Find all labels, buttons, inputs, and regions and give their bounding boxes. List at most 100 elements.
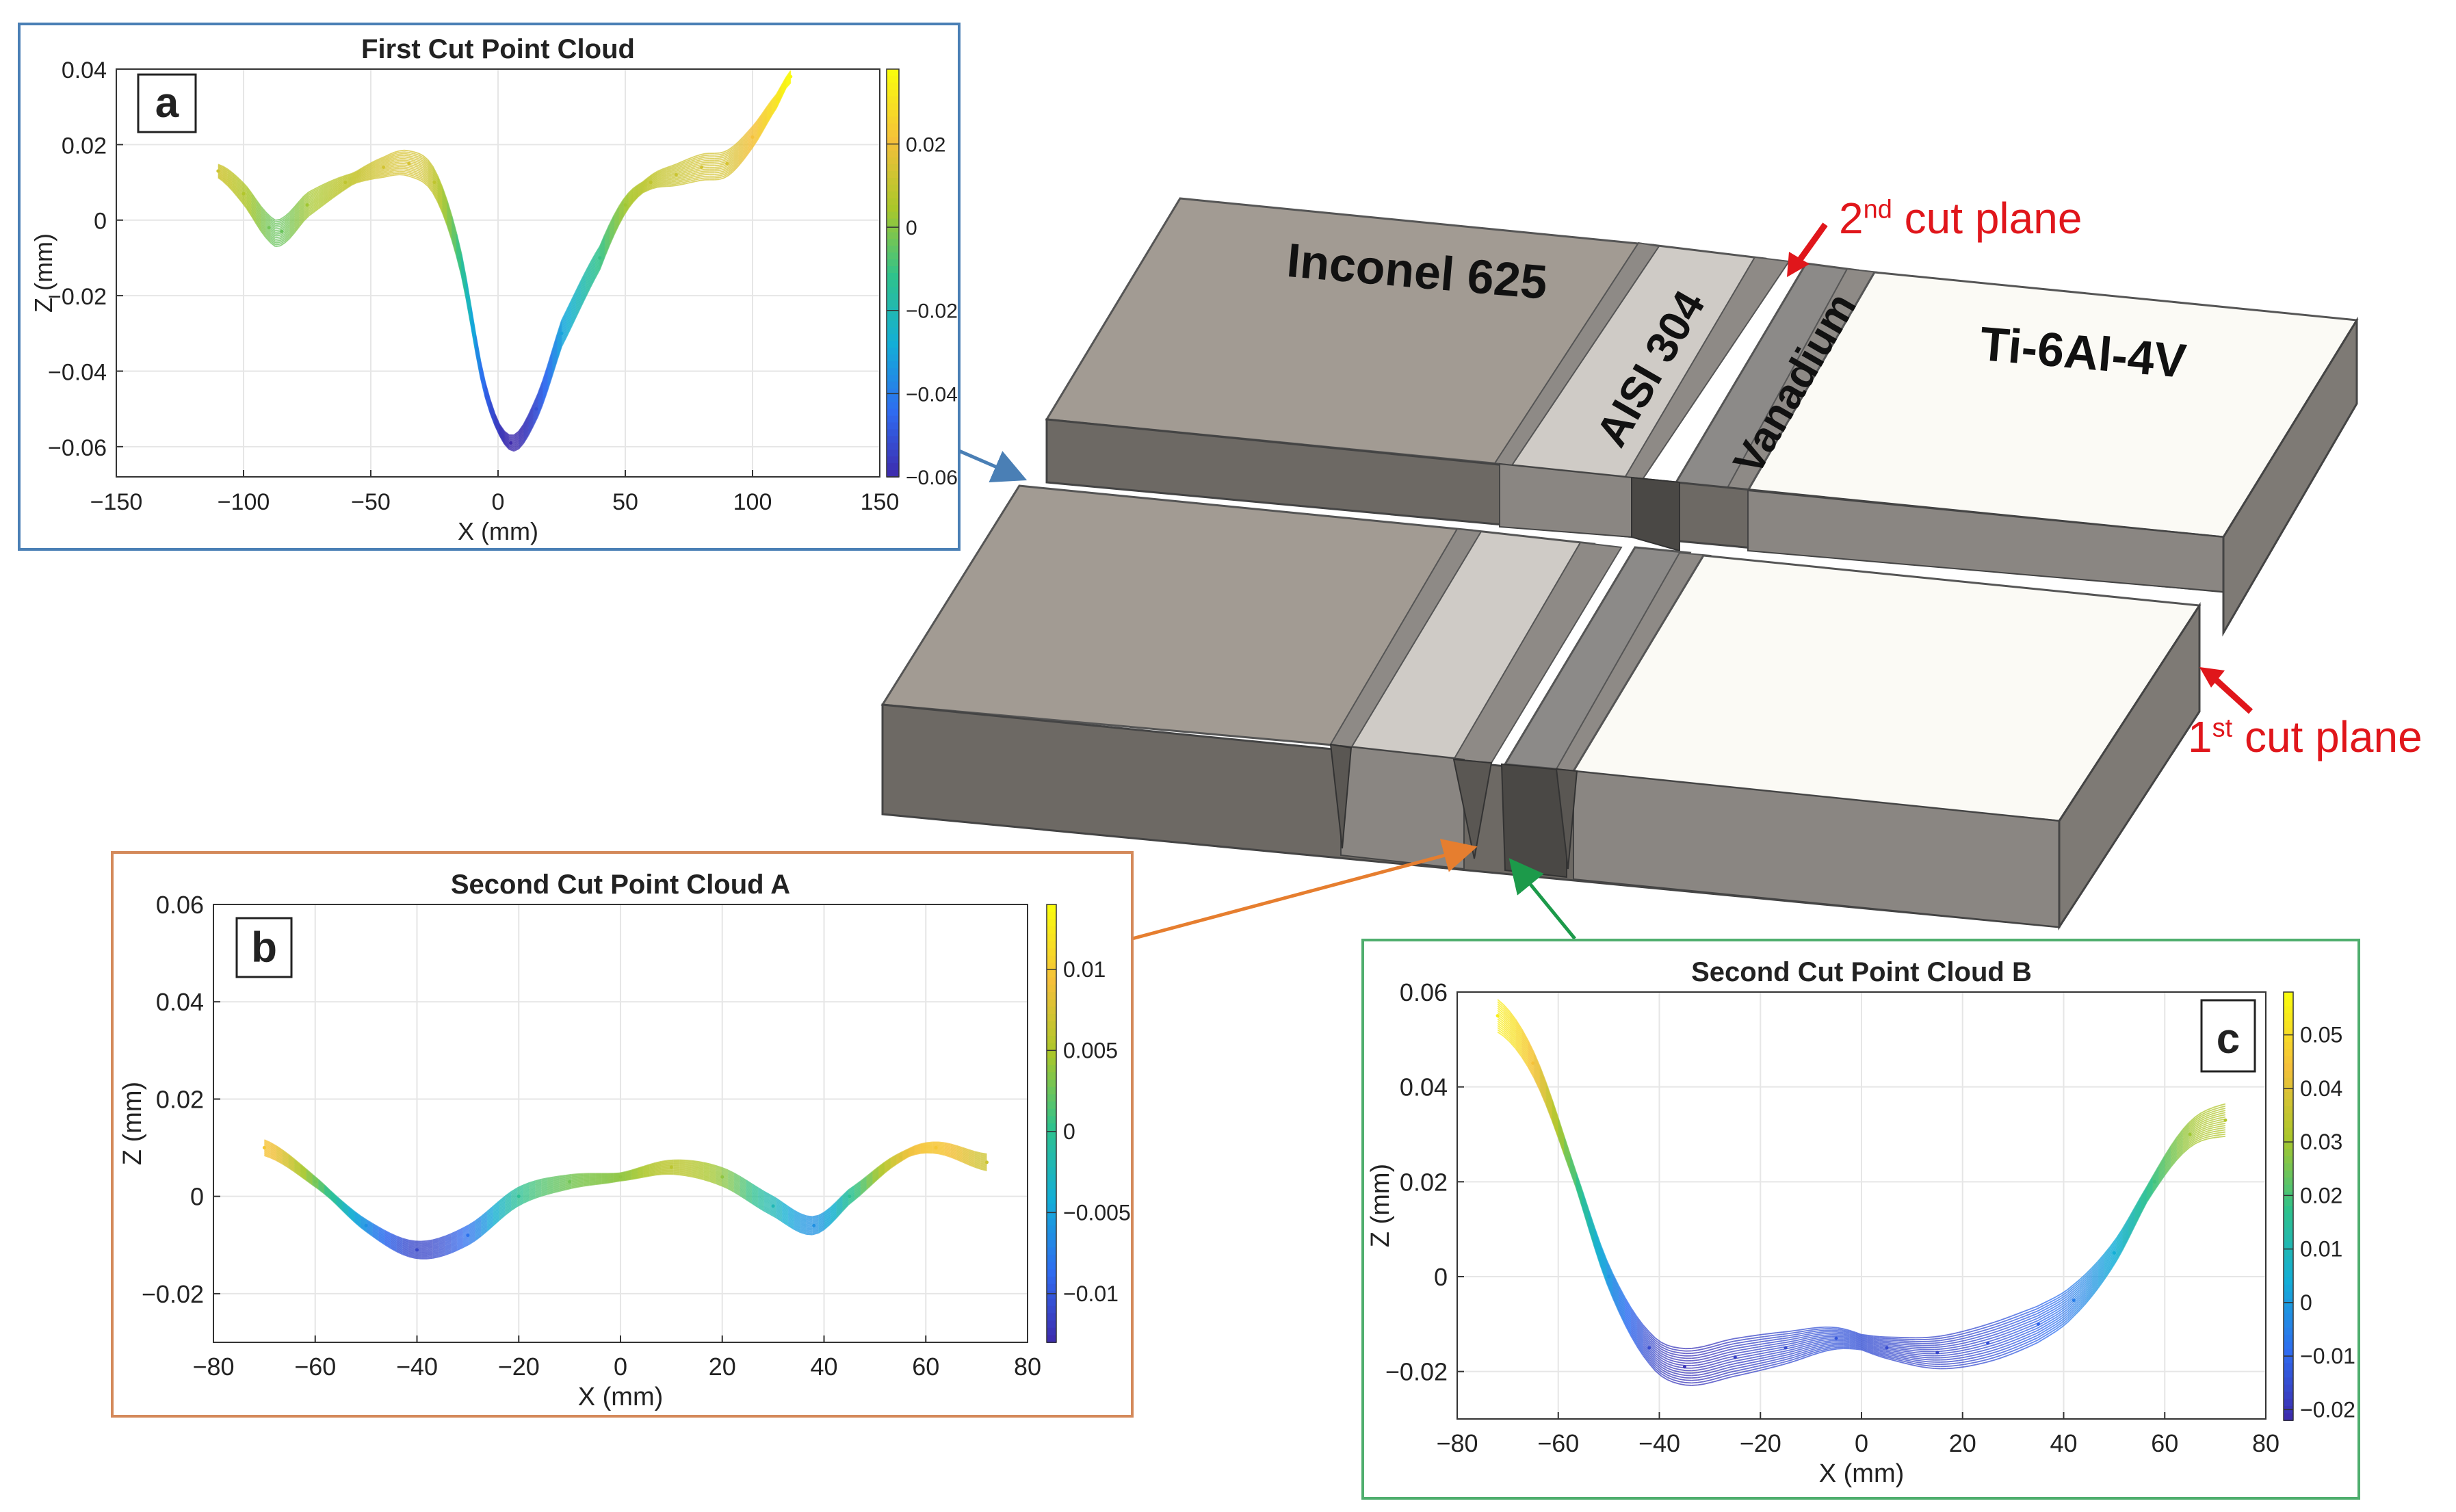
point-cloud-line <box>703 1166 710 1170</box>
point-cloud-line <box>1612 1292 1620 1307</box>
point-cloud-line <box>685 1174 692 1177</box>
point-cloud-line <box>824 1209 831 1216</box>
point-cloud-line <box>571 1177 578 1180</box>
point-cloud-line <box>1697 1381 1704 1383</box>
point-cloud-line <box>408 1244 415 1248</box>
data-point <box>364 1223 368 1227</box>
point-cloud-line <box>1879 1355 1886 1359</box>
point-cloud-line <box>737 147 744 154</box>
point-cloud-line <box>848 1193 855 1200</box>
point-cloud-line <box>517 1199 524 1203</box>
point-cloud-line <box>469 1225 475 1231</box>
point-cloud-line <box>1916 1365 1922 1368</box>
colorbar-segment <box>887 191 899 199</box>
point-cloud-line <box>652 178 657 182</box>
point-cloud-line <box>332 184 338 188</box>
point-cloud-line <box>389 153 395 157</box>
point-cloud-line <box>378 1231 385 1236</box>
point-cloud-line <box>289 227 296 234</box>
point-cloud-line <box>317 184 324 188</box>
point-cloud-line <box>1825 1344 1831 1347</box>
point-cloud-line <box>595 268 601 277</box>
point-cloud-line <box>848 1195 855 1201</box>
point-cloud-line <box>432 189 439 199</box>
point-cloud-line <box>298 195 305 202</box>
point-cloud-line <box>824 1223 831 1230</box>
point-cloud-line <box>763 1195 771 1199</box>
colorbar-segment <box>1047 1174 1056 1183</box>
colorbar-segment <box>1047 992 1056 1000</box>
point-cloud-line <box>293 1164 301 1171</box>
point-cloud-line <box>2000 1342 2008 1346</box>
point-cloud-line <box>303 207 309 213</box>
point-cloud-line <box>2176 1149 2184 1158</box>
point-cloud-line <box>255 212 262 220</box>
point-cloud-line <box>757 119 763 128</box>
point-cloud-line <box>571 1184 578 1186</box>
point-cloud-line <box>637 1166 644 1170</box>
point-cloud-line <box>757 1193 765 1199</box>
point-cloud-line <box>571 1175 578 1177</box>
point-cloud-line <box>1697 1378 1704 1381</box>
point-cloud-line <box>932 1151 939 1154</box>
point-cloud-line <box>474 1235 482 1241</box>
point-cloud-line <box>423 160 429 166</box>
point-cloud-line <box>469 1229 475 1235</box>
point-cloud-line <box>337 187 343 192</box>
point-cloud-line <box>523 426 529 435</box>
point-cloud-line <box>360 1223 367 1229</box>
point-cloud-line <box>655 1166 662 1169</box>
point-cloud-line <box>1509 1037 1517 1045</box>
point-cloud-line <box>580 281 586 292</box>
point-cloud-line <box>322 197 328 202</box>
point-cloud-line <box>284 218 291 224</box>
point-cloud-line <box>276 1152 283 1158</box>
point-cloud-line <box>327 184 333 188</box>
point-cloud-line <box>752 125 758 133</box>
point-cloud-line <box>1788 1348 1795 1351</box>
point-cloud-line <box>716 1179 722 1183</box>
point-cloud-line <box>2176 1153 2184 1160</box>
point-cloud-line <box>745 1193 753 1199</box>
point-cloud-line <box>643 1171 650 1175</box>
point-cloud-line <box>824 1211 831 1218</box>
point-cloud-line <box>968 1158 976 1162</box>
point-cloud-line <box>692 1166 698 1169</box>
point-cloud-line <box>1794 1346 1801 1350</box>
point-cloud-line <box>747 131 753 139</box>
point-cloud-line <box>575 298 582 309</box>
point-cloud-line <box>681 161 686 164</box>
point-cloud-line <box>733 1175 741 1180</box>
point-cloud-line <box>250 216 257 224</box>
first-cut-ordinal: 1 <box>2188 712 2212 761</box>
colorbar-segment <box>1047 999 1056 1008</box>
point-cloud-line <box>718 159 724 163</box>
point-cloud-line <box>580 274 586 285</box>
point-cloud-line <box>480 361 486 383</box>
point-cloud-line <box>642 184 649 189</box>
point-cloud-line <box>716 1167 722 1171</box>
point-cloud-line <box>676 167 681 171</box>
point-cloud-line <box>585 275 591 286</box>
data-point <box>313 1179 317 1184</box>
point-cloud-line <box>733 157 739 164</box>
point-cloud-line <box>2195 1138 2202 1143</box>
point-cloud-line <box>293 213 300 220</box>
point-cloud-line <box>1691 1374 1698 1377</box>
point-cloud-line <box>2115 1249 2123 1260</box>
point-cloud-line <box>523 432 529 441</box>
point-cloud-line <box>1636 1344 1644 1355</box>
point-cloud-line <box>1964 1355 1971 1358</box>
point-cloud-line <box>2219 1133 2226 1136</box>
point-cloud-line <box>751 1187 759 1192</box>
data-point <box>267 226 271 230</box>
point-cloud-line <box>372 1223 380 1228</box>
colorbar-segment <box>887 327 899 335</box>
point-cloud-line <box>317 185 324 190</box>
point-cloud-line <box>432 174 439 185</box>
point-cloud-line <box>327 187 333 192</box>
point-cloud-line <box>775 1205 783 1211</box>
point-cloud-line <box>265 216 272 223</box>
point-cloud-line <box>337 177 343 181</box>
point-cloud-line <box>1509 1035 1517 1044</box>
